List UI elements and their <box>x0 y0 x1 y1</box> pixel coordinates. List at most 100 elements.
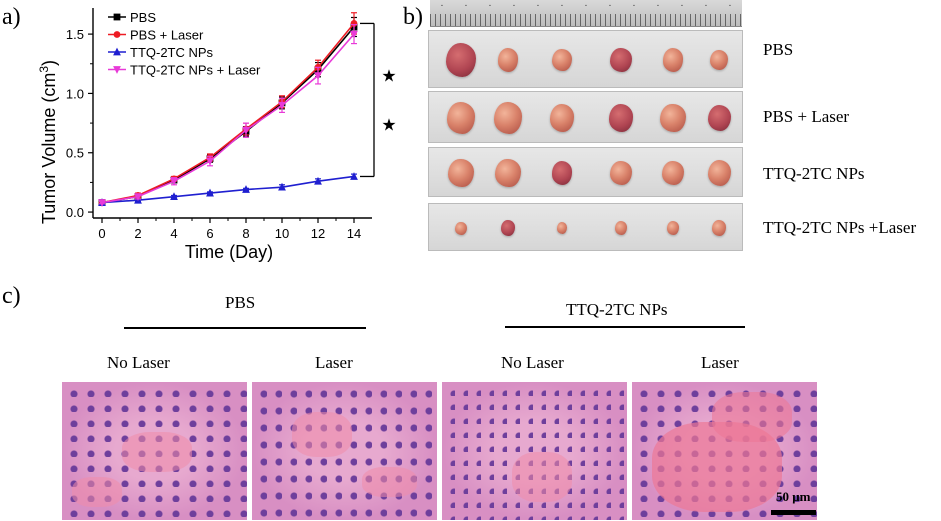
tumor-specimen <box>494 102 522 134</box>
ruler-ticks <box>430 14 742 26</box>
tumor-specimen <box>551 161 573 185</box>
y-axis-label-close: ) <box>39 60 59 66</box>
legend-label: TTQ-2TC NPs + Laser <box>130 63 261 78</box>
ruler: · · · · · · · · · · · · · <box>430 0 742 27</box>
tumor-specimen <box>549 104 575 132</box>
legend-label: PBS <box>130 10 156 25</box>
legend-label: PBS + Laser <box>130 28 204 43</box>
x-tick-label: 2 <box>134 226 141 241</box>
data-point <box>278 182 286 191</box>
tumor-specimen <box>666 220 680 236</box>
condition-label-3: No Laser <box>501 353 564 372</box>
data-point <box>242 185 250 193</box>
significance-star: ★ <box>381 115 396 135</box>
legend-item-3: TTQ-2TC NPs + Laser <box>108 63 261 78</box>
tumor-specimen <box>608 104 634 132</box>
tumor-specimen <box>707 105 731 131</box>
group-bracket-ttq <box>505 326 745 328</box>
tumor-specimen <box>709 49 729 71</box>
data-point <box>242 126 250 135</box>
legend-item-2: TTQ-2TC NPs <box>108 45 214 60</box>
series-3 <box>98 24 358 207</box>
legend-item-0: PBS <box>108 10 156 25</box>
histology-image-pbs-no-laser <box>62 382 247 520</box>
series-line <box>101 175 355 204</box>
condition-label-4: Laser <box>701 353 739 372</box>
y-tick-label: 0.5 <box>66 146 84 161</box>
data-point <box>350 30 358 39</box>
data-point <box>206 157 214 166</box>
tumor-specimen <box>660 103 686 133</box>
tumor-specimen <box>497 48 519 72</box>
tumor-tray-1 <box>428 91 743 143</box>
data-point <box>206 188 214 197</box>
ruler-numbers: · · · · · · · · · · · · · <box>439 2 733 10</box>
tumor-specimen <box>610 160 632 186</box>
group-bracket-pbs <box>124 327 366 329</box>
x-tick-label: 12 <box>311 226 325 241</box>
data-point <box>170 192 178 201</box>
x-tick-label: 4 <box>170 226 177 241</box>
x-tick-label: 6 <box>206 226 213 241</box>
y-tick-label: 1.5 <box>66 27 84 42</box>
panel-label-c: c) <box>2 283 21 309</box>
data-point <box>170 177 178 186</box>
tumor-specimen <box>455 221 467 235</box>
panel-label-b: b) <box>403 4 423 30</box>
tumor-specimen <box>707 160 731 186</box>
series-line <box>101 33 355 204</box>
group-label-ttq-nps: TTQ-2TC NPs <box>763 164 865 183</box>
condition-label-2: Laser <box>315 353 353 372</box>
histo-group-label-pbs: PBS <box>225 293 256 312</box>
tumor-specimen <box>662 48 684 72</box>
y-axis-label: Tumor Volume (cm3) <box>37 60 59 224</box>
series-2 <box>98 172 358 206</box>
data-point <box>278 101 286 110</box>
scale-bar-label: 50 μm <box>776 489 811 504</box>
histology-image-ttq-laser <box>632 382 817 520</box>
tumor-specimen <box>501 220 515 236</box>
x-tick-label: 8 <box>242 226 249 241</box>
tumor-volume-chart: 0 2 4 6 8 10 12 14 0.0 0.5 1.0 1.5 ★ ★ PBS PBS + Laser… <box>37 8 397 262</box>
y-tick-label: 1.0 <box>66 86 84 101</box>
x-tick-label: 10 <box>275 226 289 241</box>
tumor-specimen <box>446 43 476 77</box>
tumor-specimen <box>447 102 475 134</box>
tumor-tray-0 <box>428 30 743 88</box>
x-axis-label: Time (Day) <box>185 242 273 262</box>
legend-marker <box>113 31 121 38</box>
y-axis-label-main: Tumor Volume (cm <box>39 73 59 224</box>
histology-image-ttq-no-laser <box>442 382 627 520</box>
histo-group-label-ttq: TTQ-2TC NPs <box>566 300 668 319</box>
legend-item-1: PBS + Laser <box>108 28 204 43</box>
data-point <box>134 193 142 202</box>
legend-marker <box>113 13 121 21</box>
x-tick-label: 14 <box>347 226 361 241</box>
group-label-pbs-laser: PBS + Laser <box>763 107 850 126</box>
data-point <box>98 199 106 207</box>
tumor-specimen <box>712 220 726 236</box>
tumor-specimen <box>448 158 474 188</box>
legend-marker <box>113 66 121 74</box>
tumor-specimen <box>495 158 521 188</box>
data-point <box>314 176 322 185</box>
condition-label-1: No Laser <box>107 353 170 372</box>
tumor-specimen <box>552 48 572 72</box>
scale-bar <box>771 510 816 515</box>
panel-label-a: a) <box>2 4 21 30</box>
data-point <box>350 172 358 180</box>
y-tick-label: 0.0 <box>66 205 84 220</box>
tumor-specimen <box>556 222 568 234</box>
series-line <box>101 22 355 204</box>
tumor-specimen <box>614 220 628 236</box>
x-tick-label: 0 <box>98 226 105 241</box>
legend-label: TTQ-2TC NPs <box>130 45 214 60</box>
significance-star: ★ <box>381 66 396 86</box>
legend-marker <box>113 47 121 56</box>
data-point <box>314 72 322 81</box>
tumor-specimen <box>662 160 684 186</box>
y-axis-label-sup: 3 <box>37 66 51 73</box>
histology-image-pbs-laser <box>252 382 437 520</box>
group-label-pbs: PBS <box>763 40 794 59</box>
tumor-tray-3 <box>428 203 743 251</box>
